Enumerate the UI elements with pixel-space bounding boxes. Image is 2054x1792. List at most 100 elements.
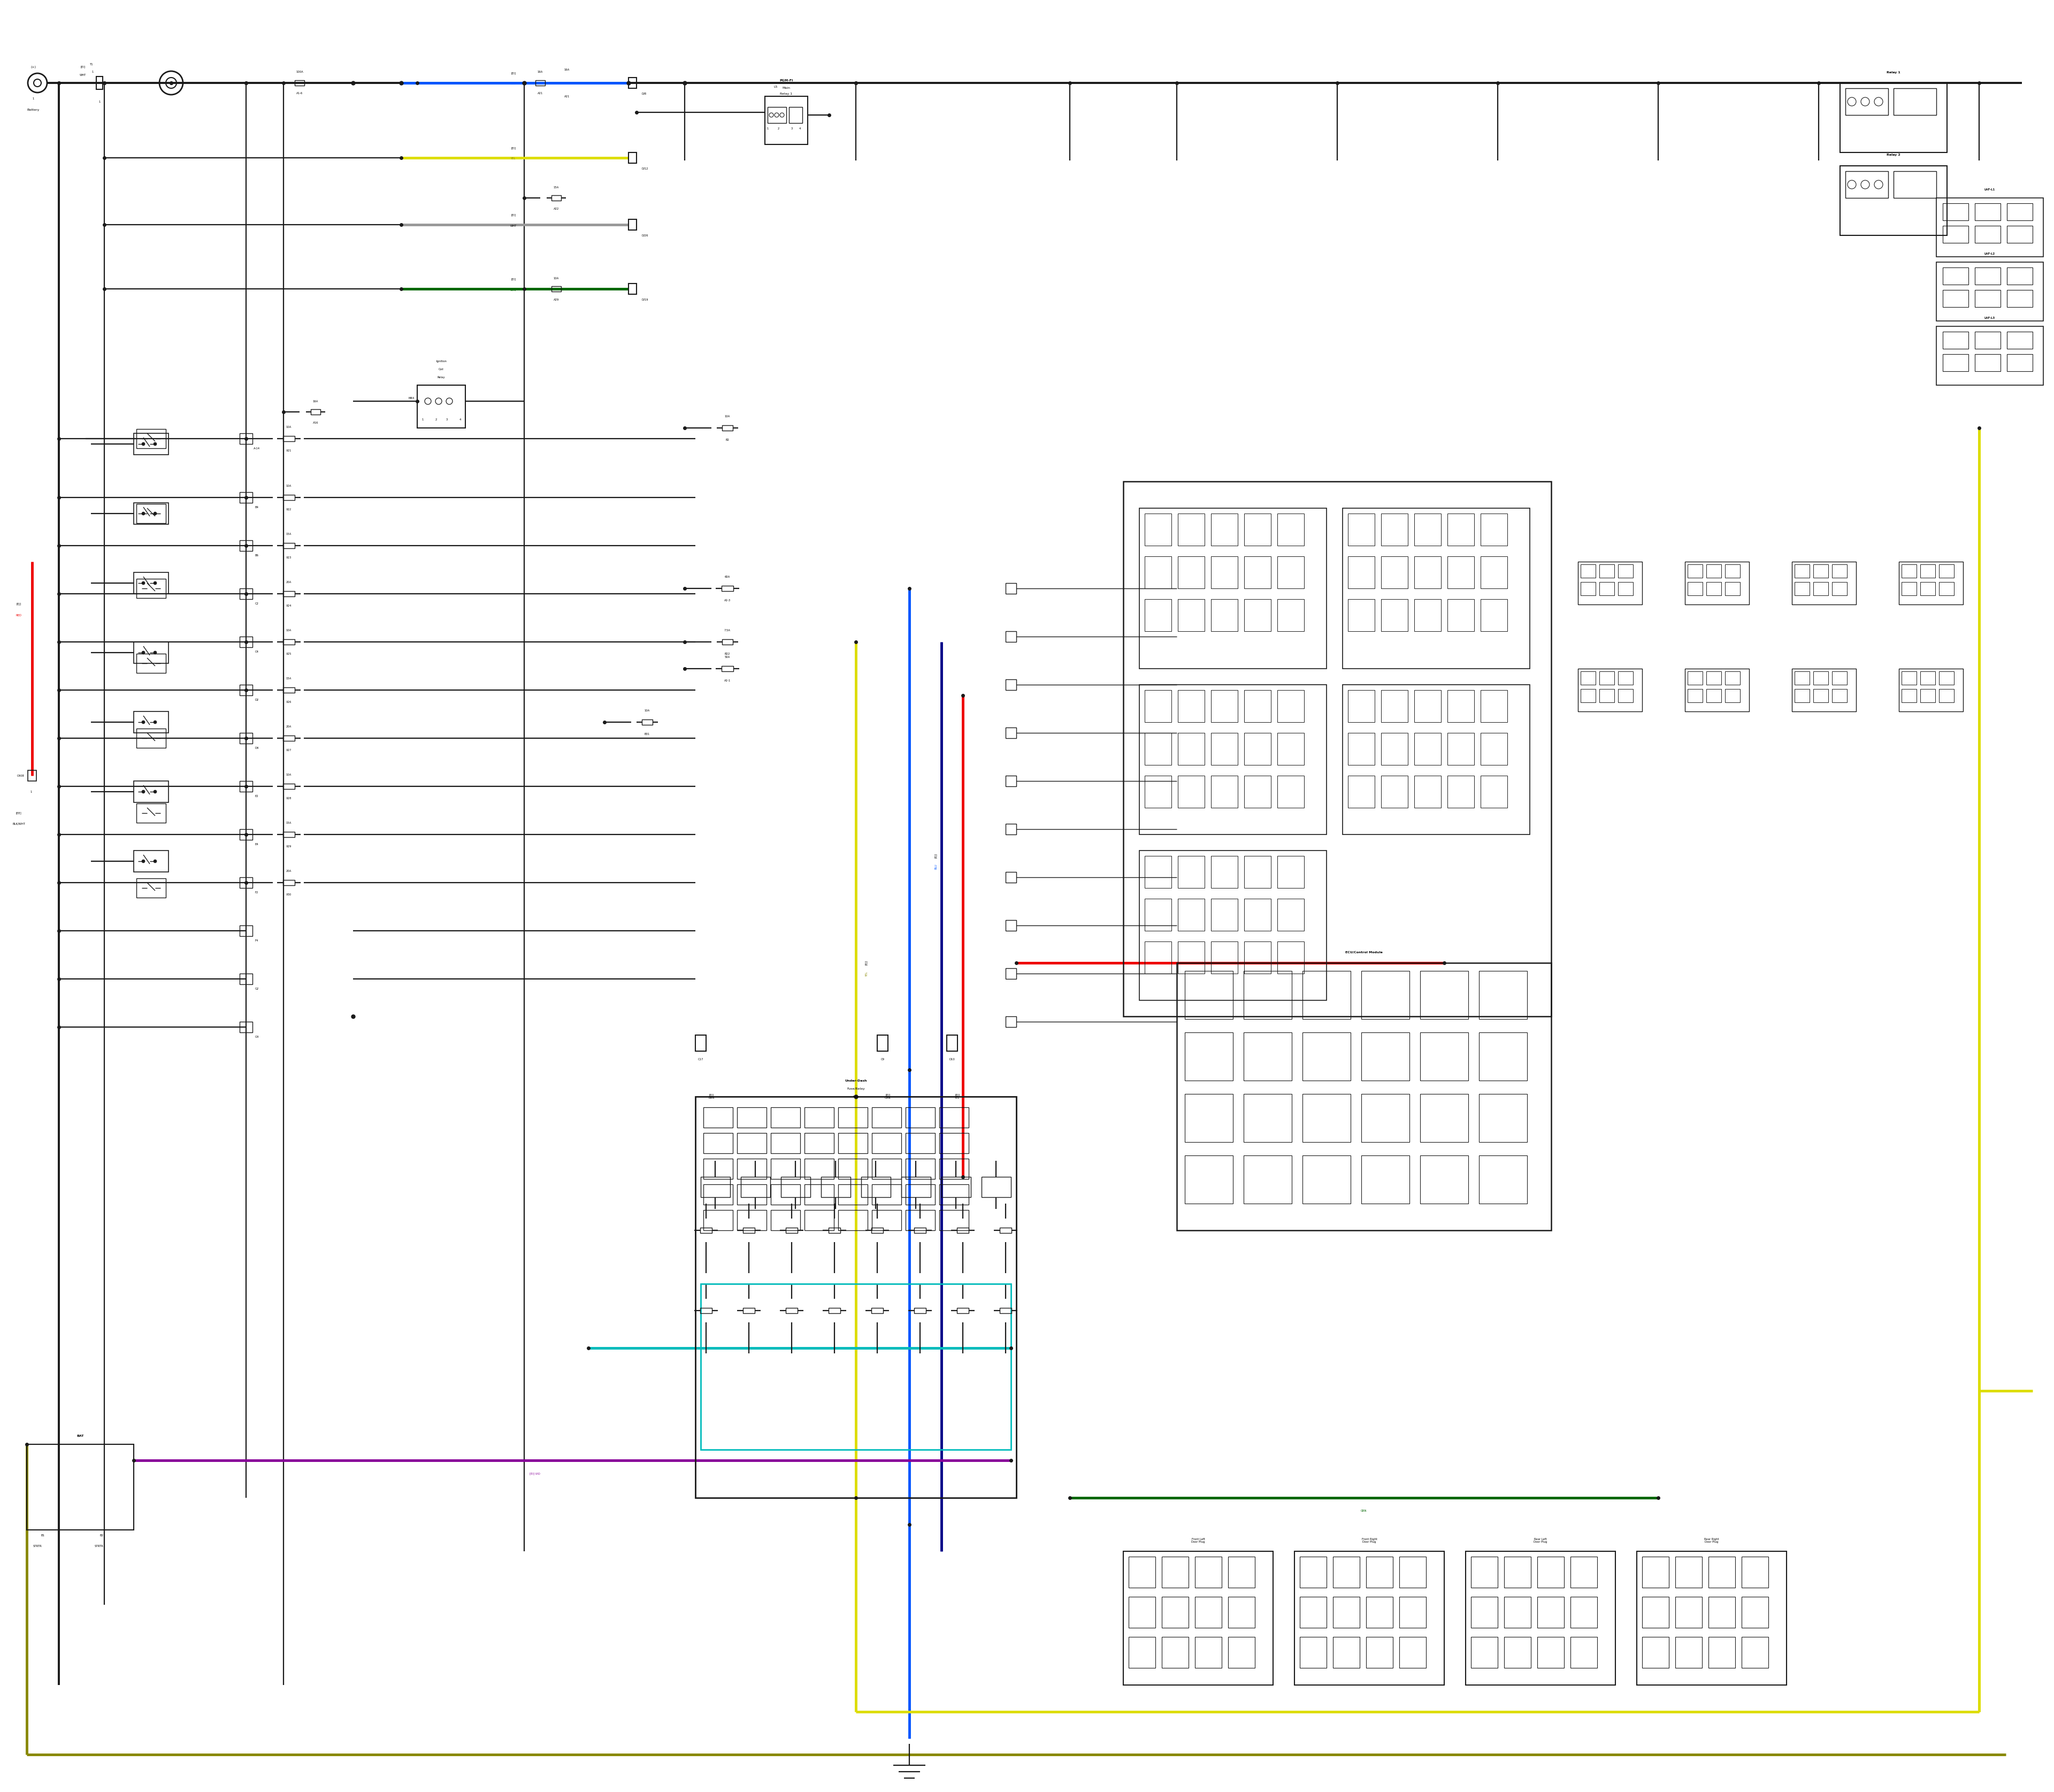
Bar [1347, 556, 1374, 588]
Bar [136, 803, 166, 823]
Text: LAF-L1: LAF-L1 [1984, 188, 1994, 192]
Bar [702, 1133, 733, 1154]
Text: D/19: D/19 [641, 297, 649, 301]
Bar [1571, 1557, 1598, 1588]
Bar [871, 1185, 902, 1204]
Bar [1006, 1016, 1017, 1027]
Bar [764, 97, 807, 145]
Bar [1479, 971, 1526, 1020]
Circle shape [154, 443, 156, 446]
Bar [702, 1159, 733, 1179]
Bar [1163, 1597, 1189, 1627]
Text: L5: L5 [774, 86, 778, 88]
Bar [1419, 1093, 1469, 1142]
Text: B2: B2 [101, 1534, 103, 1536]
Bar [1725, 672, 1740, 685]
Bar [240, 434, 253, 444]
Bar [1641, 1597, 1668, 1627]
Bar [1243, 971, 1292, 1020]
Text: M44: M44 [409, 398, 415, 400]
Bar [550, 287, 561, 292]
Circle shape [154, 513, 156, 514]
Bar [283, 783, 294, 788]
Bar [1212, 776, 1239, 808]
Bar [1832, 564, 1847, 577]
Bar [1844, 88, 1888, 115]
Bar [1974, 290, 2001, 306]
Bar [1185, 1032, 1232, 1081]
Bar [1333, 1597, 1360, 1627]
Circle shape [154, 790, 156, 794]
Bar [1177, 776, 1204, 808]
Bar [1707, 582, 1721, 595]
Bar [1795, 582, 1810, 595]
Text: C408: C408 [16, 774, 25, 778]
Text: (+): (+) [31, 66, 35, 68]
Bar [902, 1177, 930, 1197]
Text: [EJ]: [EJ] [865, 961, 869, 966]
Bar [1419, 971, 1469, 1020]
Text: 15A: 15A [553, 186, 559, 188]
Bar [781, 1177, 811, 1197]
Bar [1177, 962, 1551, 1231]
Bar [1144, 599, 1171, 631]
Bar [1399, 1636, 1425, 1668]
Bar [134, 572, 168, 593]
Bar [134, 781, 168, 803]
Bar [1600, 688, 1614, 702]
Text: WHT: WHT [80, 73, 86, 77]
Bar [1619, 672, 1633, 685]
Bar [770, 1107, 801, 1127]
Bar [283, 735, 294, 740]
Bar [1471, 1597, 1497, 1627]
Bar [741, 1177, 770, 1197]
Text: 20A: 20A [286, 581, 292, 584]
Bar [1504, 1597, 1530, 1627]
Bar [1185, 1156, 1232, 1204]
Bar [1479, 1032, 1526, 1081]
Bar [787, 1308, 797, 1314]
Bar [768, 108, 787, 124]
Bar [1600, 672, 1614, 685]
Text: 20A: 20A [286, 726, 292, 728]
Bar [1380, 514, 1407, 545]
Text: G4: G4 [255, 1036, 259, 1038]
Bar [700, 1308, 713, 1314]
Bar [1688, 672, 1703, 685]
Bar [134, 642, 168, 663]
Bar [744, 1308, 754, 1314]
Bar [1709, 1597, 1736, 1627]
Text: RED: RED [16, 615, 23, 616]
Bar [939, 1133, 969, 1154]
Bar [1144, 690, 1171, 722]
Bar [1006, 824, 1017, 835]
Text: Under-Dash: Under-Dash [844, 1079, 867, 1082]
Bar [1725, 582, 1740, 595]
Text: D4: D4 [255, 747, 259, 749]
Bar [1212, 599, 1239, 631]
Text: LAF-L2: LAF-L2 [1984, 253, 1994, 256]
Bar [1571, 1597, 1598, 1627]
Bar [1245, 599, 1271, 631]
Bar [134, 851, 168, 873]
Text: 15A: 15A [286, 821, 292, 824]
Text: A16: A16 [312, 421, 318, 425]
Text: Relay 2: Relay 2 [1888, 154, 1900, 156]
Bar [1814, 672, 1828, 685]
Bar [957, 1308, 969, 1314]
Bar [805, 1133, 834, 1154]
Bar [1006, 873, 1017, 883]
Text: [EI]: [EI] [511, 213, 516, 217]
Bar [1471, 1557, 1497, 1588]
Bar [283, 435, 294, 441]
Bar [1245, 898, 1271, 930]
Bar [136, 878, 166, 898]
Bar [1366, 1636, 1393, 1668]
Bar [1448, 690, 1475, 722]
Text: [EE]: [EE] [16, 812, 23, 814]
Text: 10A: 10A [286, 425, 292, 428]
Bar [982, 1177, 1011, 1197]
Bar [805, 1210, 834, 1231]
Text: C9: C9 [881, 1057, 885, 1061]
Bar [1582, 564, 1596, 577]
